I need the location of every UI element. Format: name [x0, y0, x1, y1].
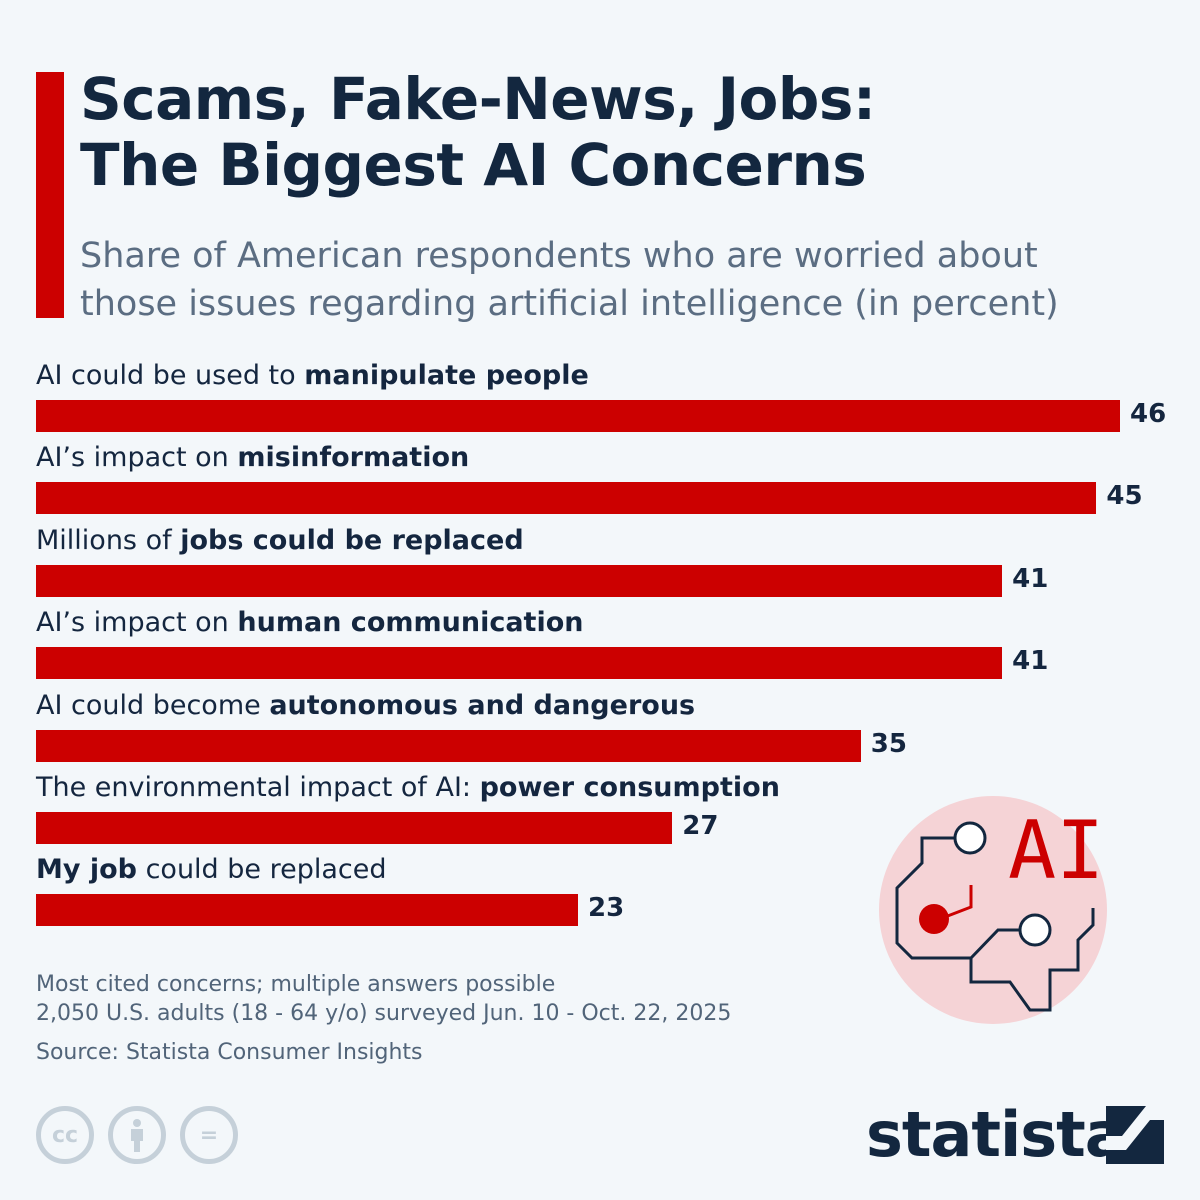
value-label: 41: [1012, 563, 1049, 594]
bar: [36, 400, 1120, 432]
chart-title: Scams, Fake-News, Jobs: The Biggest AI C…: [80, 66, 876, 198]
category-label-pre: AI could be used to: [36, 360, 305, 391]
chart-subtitle: Share of American respondents who are wo…: [80, 232, 1059, 328]
category-label-bold: My job: [36, 854, 137, 886]
category-label-bold: misinformation: [237, 442, 470, 474]
category-label: AI could become autonomous and dangerous: [36, 690, 695, 721]
category-label-post: could be replaced: [137, 854, 387, 886]
no-derivatives-icon[interactable]: =: [180, 1106, 238, 1164]
value-label: 41: [1012, 646, 1049, 677]
category-label: AI’s impact on misinformation: [36, 442, 469, 473]
category-label-pre: AI’s impact on: [36, 442, 238, 474]
bar: [36, 729, 861, 762]
category-label-pre: AI could become: [36, 689, 270, 721]
category-label-pre: AI’s impact on: [36, 607, 238, 639]
ai-text: AI: [1008, 804, 1104, 897]
value-label: 23: [588, 893, 625, 924]
title-accent-bar: [36, 72, 64, 318]
category-label-bold: human communication: [237, 607, 584, 639]
value-label: 27: [682, 811, 719, 841]
notes: Most cited concerns; multiple answers po…: [36, 970, 731, 1028]
category-label: AI’s impact on human communication: [36, 607, 584, 638]
title-line-1: Scams, Fake-News, Jobs:: [80, 65, 876, 133]
ai-brain-illustration: AI: [860, 780, 1120, 1034]
notes-line-2: 2,050 U.S. adults (18 - 64 y/o) surveyed…: [36, 1001, 732, 1026]
nd-text: =: [199, 1122, 219, 1148]
value-label: 45: [1106, 481, 1143, 512]
category-label-bold: jobs could be replaced: [180, 524, 524, 556]
cc-text: cc: [51, 1122, 79, 1148]
category-label-bold: manipulate people: [304, 360, 589, 391]
bar: [36, 894, 578, 927]
source: Source: Statista Consumer Insights: [36, 1040, 423, 1065]
subtitle-line-2: those issues regarding artificial intell…: [80, 284, 1059, 324]
value-label: 46: [1130, 399, 1167, 429]
category-label: My job could be replaced: [36, 854, 387, 885]
category-label: Millions of jobs could be replaced: [36, 525, 524, 556]
title-line-2: The Biggest AI Concerns: [80, 131, 867, 199]
statista-logo-mark: [1106, 1106, 1164, 1168]
category-label: The environmental impact of AI: power co…: [36, 772, 780, 803]
category-label-bold: power consumption: [479, 772, 780, 803]
category-label-pre: The environmental impact of AI:: [36, 772, 480, 803]
bar: [36, 647, 1003, 680]
statista-logo[interactable]: statista: [866, 1098, 1127, 1171]
category-label-bold: autonomous and dangerous: [269, 689, 696, 721]
category-label-pre: Millions of: [36, 524, 181, 556]
cc-icon[interactable]: cc: [36, 1106, 94, 1164]
attribution-icon[interactable]: [108, 1106, 166, 1164]
bar: [36, 482, 1097, 515]
bar: [36, 812, 673, 844]
category-label: AI could be used to manipulate people: [36, 360, 589, 391]
bar-chart: AI could be used to manipulate people 46 A…: [36, 360, 1167, 927]
notes-line-1: Most cited concerns; multiple answers po…: [36, 972, 556, 997]
subtitle-line-1: Share of American respondents who are wo…: [80, 236, 1038, 276]
bar: [36, 564, 1003, 597]
value-label: 35: [870, 728, 907, 759]
